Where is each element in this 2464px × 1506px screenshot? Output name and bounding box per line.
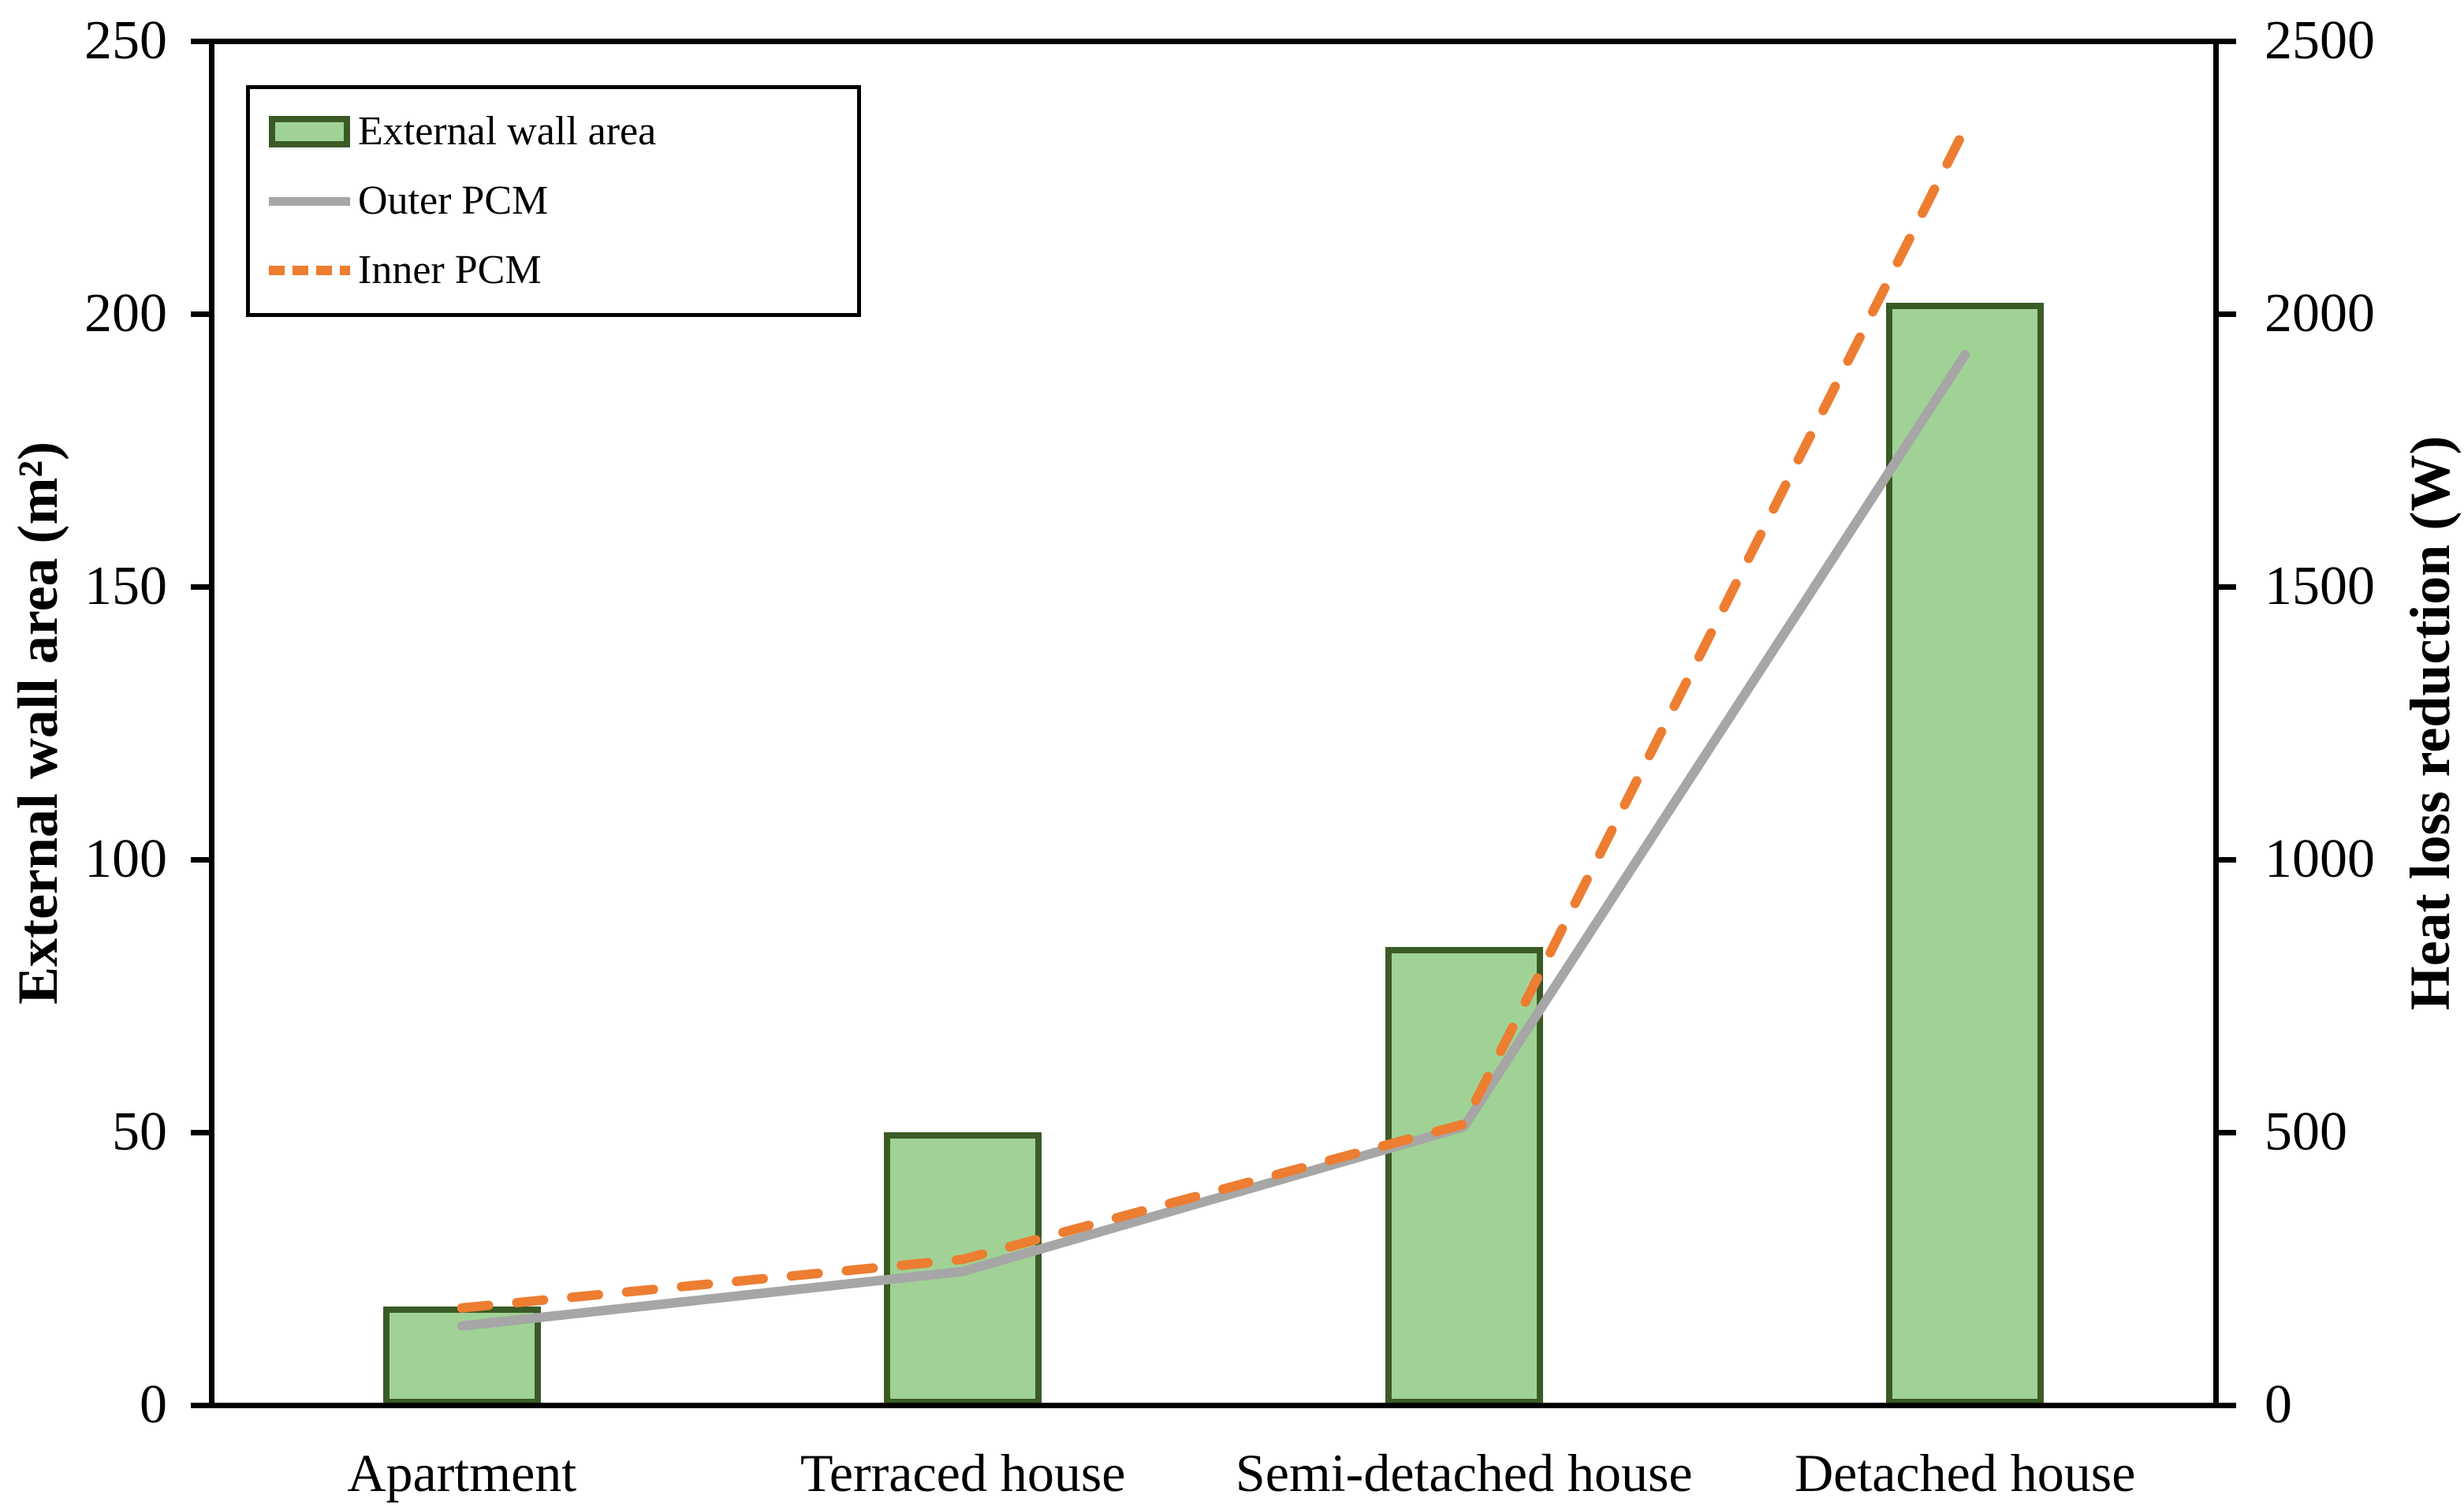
right-axis-title: Heat loss reduction (W): [2399, 435, 2462, 1011]
legend-item-external-wall-area: External wall area: [269, 97, 857, 166]
left-axis-tick-label: 50: [112, 1102, 167, 1162]
x-axis-category-label: Semi-detached house: [1235, 1443, 1693, 1503]
plot-border-top: [208, 38, 2219, 44]
left-axis-tick-label: 0: [140, 1374, 167, 1435]
left-axis-tick-label: 150: [84, 556, 167, 617]
right-axis-tick: [2216, 1402, 2236, 1408]
right-axis-tick: [2216, 856, 2236, 863]
outer-pcm-line: [457, 349, 1970, 1331]
bar-apartment: [382, 1307, 541, 1405]
legend-item-inner-pcm: Inner PCM: [269, 236, 857, 305]
right-axis-tick-label: 2500: [2265, 10, 2375, 71]
x-axis-category-label: Terraced house: [800, 1443, 1126, 1503]
right-axis-tick: [2216, 583, 2236, 590]
left-axis-tick: [191, 856, 211, 863]
left-axis-tick: [191, 1402, 211, 1408]
right-axis-tick-label: 1000: [2265, 829, 2375, 889]
right-axis-tick: [2216, 38, 2236, 44]
right-axis-tick-label: 1500: [2265, 556, 2375, 617]
left-axis-tick-label: 250: [84, 10, 167, 71]
left-axis-title: External wall area (m²): [6, 441, 69, 1005]
legend-label-inner-pcm: Inner PCM: [358, 248, 542, 293]
x-axis-category-label: Detached house: [1795, 1443, 2136, 1503]
left-axis-tick-label: 200: [84, 283, 167, 344]
right-axis-tick: [2216, 1129, 2236, 1135]
legend-label-outer-pcm: Outer PCM: [358, 178, 549, 223]
x-axis-category-label: Apartment: [347, 1443, 577, 1503]
right-axis-tick-label: 0: [2265, 1374, 2292, 1435]
legend-label-external-wall-area: External wall area: [358, 109, 657, 154]
bar-detached-house: [1886, 303, 2045, 1405]
bar-swatch-icon: [269, 116, 350, 147]
bar-semi-detached-house: [1385, 946, 1543, 1405]
legend-item-outer-pcm: Outer PCM: [269, 166, 857, 236]
right-axis-tick-label: 2000: [2265, 283, 2375, 344]
legend: External wall area Outer PCM Inner PCM: [246, 85, 861, 317]
dashed-line-swatch-icon: [269, 266, 350, 275]
left-axis-tick: [191, 311, 211, 317]
solid-line-swatch-icon: [269, 196, 350, 206]
right-y-axis-line: [2212, 38, 2219, 1408]
left-axis-tick: [191, 38, 211, 44]
right-axis-tick-label: 500: [2265, 1102, 2347, 1162]
left-axis-tick-label: 100: [84, 829, 167, 889]
left-axis-tick: [191, 583, 211, 590]
left-axis-tick: [191, 1129, 211, 1135]
x-axis-line: [208, 1402, 2219, 1408]
bar-terraced-house: [884, 1132, 1042, 1405]
left-y-axis-line: [208, 38, 214, 1408]
right-axis-tick: [2216, 311, 2236, 317]
